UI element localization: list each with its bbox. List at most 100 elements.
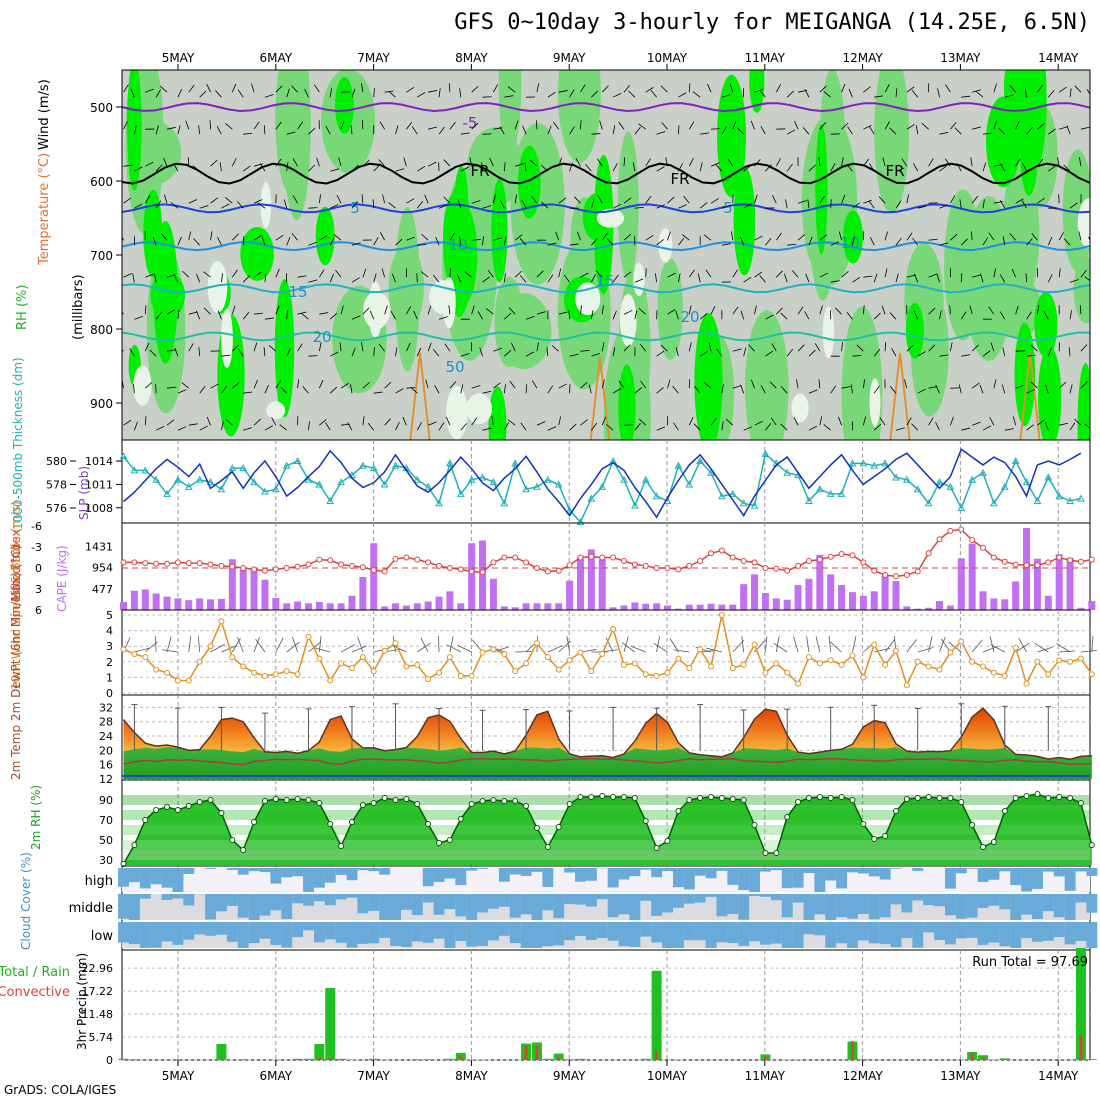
- cloud-high-bar: [161, 868, 173, 888]
- wind-barb: [481, 162, 483, 172]
- wind-barb: [427, 305, 432, 315]
- wind-barb: [134, 166, 143, 172]
- rh-dry-patch: [446, 386, 468, 440]
- wind-barb: [134, 203, 143, 209]
- wind-barb: [253, 379, 259, 389]
- precip-total-bar: [172, 1059, 183, 1060]
- rh-series-point: [610, 794, 617, 800]
- wind-barb: [949, 342, 953, 352]
- cloud-high-bar: [128, 868, 140, 883]
- wind-barb: [750, 120, 755, 130]
- cloud-high-bar: [1042, 868, 1054, 872]
- lifted-index-series-point: [947, 527, 954, 534]
- wind-barb: [960, 238, 968, 246]
- cloud-high-bar: [542, 868, 554, 887]
- rh-series-point: [849, 797, 856, 803]
- wind-barb: [1092, 314, 1099, 319]
- cape-tick-label: 477: [92, 583, 113, 596]
- wind-barb: [856, 344, 864, 352]
- wind-barb: [634, 206, 644, 209]
- wind-barb: [283, 199, 288, 209]
- lifted-index-series-point: [294, 563, 301, 570]
- rh-series-point: [392, 797, 399, 803]
- wind-speed-series-point: [795, 680, 802, 687]
- wind-barb: [569, 353, 579, 357]
- wind-barb: [580, 419, 588, 426]
- wind-barb: [575, 158, 581, 167]
- wind-barb: [123, 84, 129, 93]
- wind-barb: [807, 199, 810, 209]
- cloud-high-bar: [281, 868, 293, 878]
- wind-barb: [906, 274, 916, 278]
- wind-barb: [406, 236, 415, 241]
- wind-barb: [464, 271, 472, 278]
- wind-tick-label: 4: [106, 625, 113, 638]
- wind-speed-series-point: [185, 677, 192, 684]
- wind-barb: [395, 168, 405, 172]
- rh-series-point: [631, 795, 638, 801]
- wind-barb: [1015, 198, 1024, 204]
- thickness-series-point: [707, 468, 715, 476]
- wind-barb: [906, 124, 915, 130]
- wind-barb: [482, 427, 492, 431]
- cloud-low-bar: [1053, 922, 1065, 938]
- wind-barb: [443, 159, 451, 167]
- wind-barb: [1047, 273, 1053, 283]
- wind-barb: [939, 204, 949, 209]
- cloud-low-bar: [955, 922, 967, 939]
- wind-barb: [935, 421, 940, 431]
- wind-barb: [403, 157, 407, 167]
- wind-barb: [775, 158, 781, 167]
- wind-speed-series-point: [468, 672, 475, 679]
- wind-speed-series-point: [838, 661, 845, 668]
- wind-barb: [1026, 424, 1034, 431]
- cloud-low-bar: [194, 922, 206, 935]
- cloud-level-label: high: [85, 874, 113, 889]
- cloud-low-bar: [781, 922, 793, 948]
- wind-barb: [166, 349, 176, 352]
- wind-barb: [912, 163, 919, 172]
- cloud-middle-bar: [716, 894, 728, 917]
- cape-bar: [174, 598, 182, 610]
- rh-tick-label: 50: [99, 834, 113, 847]
- wind-barb: [846, 163, 853, 172]
- wind-speed-series-point: [947, 649, 954, 656]
- cloud-middle-bar: [814, 894, 826, 915]
- wind-barb: [493, 347, 503, 352]
- wind-barb: [338, 157, 342, 167]
- surface-wind-barb: [275, 637, 284, 653]
- y-tick-label: 700: [90, 249, 113, 263]
- thickness-series-point: [533, 482, 541, 490]
- isotherm-5: [122, 203, 1090, 214]
- cloud-middle-bar: [901, 894, 913, 913]
- wind-barb: [771, 194, 777, 204]
- thickness-series-point: [1055, 492, 1064, 500]
- wind-barb: [547, 91, 556, 98]
- rh-series-point: [164, 804, 171, 810]
- wind-barb: [519, 275, 527, 283]
- rh-series-point: [523, 803, 530, 809]
- wind-barb: [373, 237, 379, 246]
- cloud-high-bar: [226, 868, 238, 870]
- lifted-index-series-point: [773, 565, 780, 572]
- wind-barb: [438, 316, 448, 320]
- cloud-high-bar: [150, 868, 162, 885]
- lifted-index-series-point: [958, 526, 965, 533]
- wind-barb: [325, 126, 331, 135]
- wind-barb: [388, 202, 396, 209]
- precip-total-bar: [238, 1059, 249, 1060]
- rh-dry-patch: [220, 308, 233, 368]
- wind-barb: [149, 349, 157, 357]
- cloud-middle-bar: [335, 894, 347, 900]
- thickness-series-point: [228, 464, 237, 472]
- cloud-low-bar: [934, 922, 945, 940]
- wind-speed-series-point: [827, 657, 834, 664]
- rh-mid-patch: [496, 293, 552, 370]
- cloud-low-bar: [466, 922, 478, 947]
- thickness-series-point: [478, 473, 487, 481]
- cape-bar: [816, 554, 824, 610]
- cloud-low-bar: [575, 922, 586, 937]
- precip-total-bar: [314, 1044, 325, 1060]
- thickness-series-point: [826, 489, 835, 497]
- cape-bar: [511, 607, 519, 610]
